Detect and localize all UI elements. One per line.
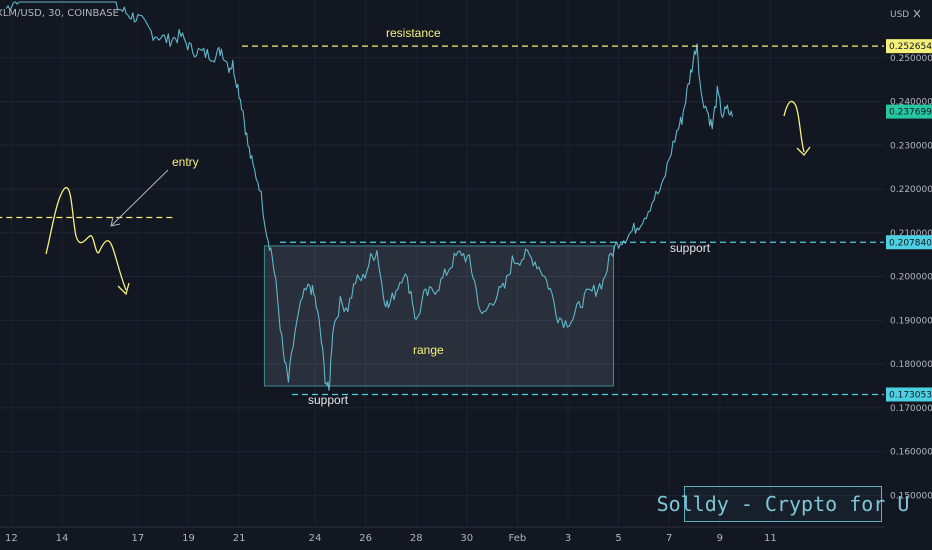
price-tag-box — [886, 39, 932, 54]
price-tick-label: 0.200000 — [890, 273, 932, 283]
price-tags: 0.252654 0.237699 0.207840 0.173053 — [886, 39, 932, 402]
time-tick-label: 12 — [5, 533, 18, 544]
time-tick-label: 30 — [460, 533, 473, 544]
time-tick-label: 17 — [132, 533, 145, 544]
price-tick-label: 0.230000 — [890, 141, 932, 151]
price-tick-label: 0.210000 — [890, 229, 932, 239]
projection-arrowhead-left-icon — [117, 282, 130, 296]
time-tick-label: Feb — [509, 533, 527, 544]
price-tag-box — [886, 387, 932, 402]
grid-lines — [0, 0, 884, 527]
watermark-text: Solldy - Crypto for U — [656, 492, 910, 516]
projection-arrow-right — [783, 100, 805, 153]
time-tick-label: 21 — [233, 533, 246, 544]
price-tag-label: 0.173053 — [889, 390, 932, 400]
watermark-banner: Solldy - Crypto for U — [657, 486, 909, 522]
support-label-lower: support — [308, 393, 349, 407]
price-tag-label: 0.237699 — [889, 108, 932, 118]
entry-pointer-arrowhead-icon — [110, 216, 121, 227]
time-tick-label: 3 — [565, 533, 571, 544]
price-axis[interactable]: 0.250000 0.240000 0.230000 0.220000 0.210000… — [890, 54, 932, 502]
time-tick-label: 9 — [717, 533, 723, 544]
support-label-upper: support — [670, 241, 711, 255]
entry-pointer-arrow — [111, 169, 169, 226]
range-label: range — [413, 343, 444, 357]
symbol-header[interactable]: XLM/USD, 30, COINBASE — [0, 8, 119, 19]
time-tick-label: 11 — [764, 533, 777, 544]
range-box — [263, 245, 615, 387]
price-tick-label: 0.180000 — [890, 360, 932, 370]
price-tag-box — [886, 104, 932, 119]
price-tag-label: 0.252654 — [889, 42, 932, 52]
time-tick-label: 7 — [666, 533, 672, 544]
time-tick-label: 24 — [309, 533, 322, 544]
price-tick-label: 0.220000 — [890, 185, 932, 195]
time-tick-label: 14 — [56, 533, 69, 544]
price-tag-label: 0.207840 — [889, 238, 932, 248]
price-tick-label: 0.150000 — [890, 491, 932, 501]
price-tick-label: 0.240000 — [890, 98, 932, 108]
currency-label: USD — [890, 10, 909, 20]
time-tick-label: 19 — [182, 533, 195, 544]
price-tick-label: 0.170000 — [890, 404, 932, 414]
close-icon[interactable] — [913, 9, 921, 18]
projection-arrow-left — [45, 186, 127, 291]
time-tick-label: 26 — [359, 533, 372, 544]
price-series-line — [5, 1, 734, 391]
time-tick-label: 28 — [410, 533, 423, 544]
projection-arrowhead-right-icon — [796, 146, 811, 156]
time-axis[interactable]: 12 14 17 19 21 24 26 28 30 Feb 3 5 7 9 11 — [0, 526, 884, 544]
time-tick-label: 5 — [615, 533, 621, 544]
entry-label: entry — [172, 155, 199, 169]
price-tick-label: 0.250000 — [890, 54, 932, 64]
price-tag-box — [886, 235, 932, 250]
price-tick-label: 0.160000 — [890, 448, 932, 458]
price-tick-label: 0.190000 — [890, 316, 932, 326]
resistance-label: resistance — [386, 26, 441, 40]
